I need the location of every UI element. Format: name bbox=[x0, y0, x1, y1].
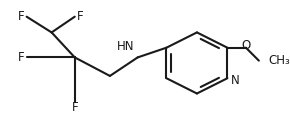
Text: F: F bbox=[18, 51, 25, 64]
Text: N: N bbox=[231, 74, 240, 87]
Text: O: O bbox=[241, 39, 251, 52]
Text: F: F bbox=[77, 10, 83, 23]
Text: CH₃: CH₃ bbox=[268, 54, 290, 67]
Text: F: F bbox=[71, 101, 78, 114]
Text: HN: HN bbox=[117, 40, 134, 53]
Text: F: F bbox=[18, 10, 25, 23]
